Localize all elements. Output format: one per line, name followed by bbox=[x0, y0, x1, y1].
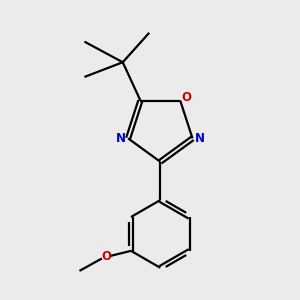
Text: O: O bbox=[101, 250, 111, 262]
Text: N: N bbox=[116, 132, 126, 145]
Text: O: O bbox=[182, 91, 192, 104]
Text: N: N bbox=[195, 132, 205, 145]
